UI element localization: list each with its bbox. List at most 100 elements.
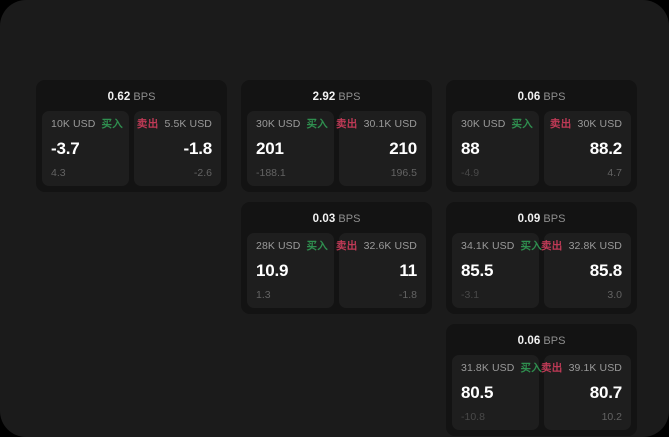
ask-delta-value: 3.0: [607, 288, 622, 301]
bid-size-label: 30K USD: [256, 118, 301, 130]
quote-pane-header: 34.1K USD 买入: [461, 240, 542, 252]
spread-card-grid: 0.62 BPS 10K USD 买入 -3.7 4.3 5.5K USD 卖出 -1.8 -2.…: [36, 80, 637, 436]
bid-size-label: 30K USD: [461, 118, 506, 130]
ask-size-label: 30K USD: [577, 118, 622, 130]
ask-quote-pane[interactable]: 32.8K USD 卖出 85.8 3.0: [541, 233, 631, 308]
spread-card[interactable]: 0.62 BPS 10K USD 买入 -3.7 4.3 5.5K USD 卖出 -1.8 -2.…: [36, 80, 227, 192]
ask-quote-pane[interactable]: 30.1K USD 卖出 210 196.5: [336, 111, 426, 186]
bid-delta-value: -4.9: [461, 166, 480, 179]
bid-delta-value: 1.3: [256, 288, 271, 301]
buy-side-label: 买入: [306, 118, 329, 130]
spread-card-body: 10K USD 买入 -3.7 4.3 5.5K USD 卖出 -1.8 -2.6: [42, 111, 221, 186]
quote-pane-header: 5.5K USD 卖出: [137, 118, 212, 130]
bid-size-label: 34.1K USD: [461, 240, 515, 252]
bps-unit-label: BPS: [543, 213, 566, 225]
bps-unit-label: BPS: [338, 91, 361, 103]
bid-quote-pane[interactable]: 30K USD 买入 88 -4.9: [452, 111, 539, 186]
spread-card[interactable]: 2.92 BPS 30K USD 买入 201 -188.1 30.1K USD 卖出 210 1…: [241, 80, 432, 192]
bid-size-label: 31.8K USD: [461, 362, 515, 374]
sell-side-label: 卖出: [335, 240, 358, 252]
ask-price-value: 11: [399, 260, 417, 280]
bid-price-value: 201: [256, 138, 284, 158]
spread-card[interactable]: 0.06 BPS 31.8K USD 买入 80.5 -10.8 39.1K USD 卖出 80…: [446, 324, 637, 436]
bid-price-value: 10.9: [256, 260, 289, 280]
quote-pane-header: 39.1K USD 卖出: [541, 362, 622, 374]
ask-quote-pane[interactable]: 5.5K USD 卖出 -1.8 -2.6: [134, 111, 221, 186]
ask-quote-pane[interactable]: 30K USD 卖出 88.2 4.7: [544, 111, 631, 186]
grid-column: 2.92 BPS 30K USD 买入 201 -188.1 30.1K USD 卖出 210 1…: [241, 80, 432, 314]
ask-delta-value: 4.7: [607, 166, 622, 179]
buy-side-label: 买入: [306, 240, 329, 252]
bps-value: 0.03: [312, 213, 336, 225]
bps-value: 0.62: [107, 91, 131, 103]
ask-size-label: 5.5K USD: [164, 118, 212, 130]
ask-size-label: 32.8K USD: [568, 240, 622, 252]
spread-header: 0.06 BPS: [452, 87, 631, 111]
bid-quote-pane[interactable]: 10K USD 买入 -3.7 4.3: [42, 111, 129, 186]
bid-delta-value: -10.8: [461, 410, 485, 423]
ask-price-value: 210: [389, 138, 417, 158]
bid-quote-pane[interactable]: 30K USD 买入 201 -188.1: [247, 111, 334, 186]
buy-side-label: 买入: [520, 240, 543, 252]
spread-card-body: 30K USD 买入 88 -4.9 30K USD 卖出 88.2 4.7: [452, 111, 631, 186]
spread-card[interactable]: 0.03 BPS 28K USD 买入 10.9 1.3 32.6K USD 卖出 11 -1.8: [241, 202, 432, 314]
spread-card-body: 28K USD 买入 10.9 1.3 32.6K USD 卖出 11 -1.8: [247, 233, 426, 308]
ask-delta-value: -1.8: [398, 288, 417, 301]
quote-pane-header: 32.8K USD 卖出: [541, 240, 622, 252]
ask-price-value: 88.2: [589, 138, 622, 158]
bid-delta-value: 4.3: [51, 166, 66, 179]
bps-unit-label: BPS: [338, 213, 361, 225]
buy-side-label: 买入: [101, 118, 124, 130]
bid-delta-value: -3.1: [461, 288, 480, 301]
bid-quote-pane[interactable]: 28K USD 买入 10.9 1.3: [247, 233, 334, 308]
bid-quote-pane[interactable]: 34.1K USD 买入 85.5 -3.1: [452, 233, 542, 308]
bps-unit-label: BPS: [133, 91, 156, 103]
ask-size-label: 30.1K USD: [363, 118, 417, 130]
buy-side-label: 买入: [511, 118, 534, 130]
spread-header: 0.62 BPS: [42, 87, 221, 111]
sell-side-label: 卖出: [549, 118, 572, 130]
ask-size-label: 39.1K USD: [568, 362, 622, 374]
ask-delta-value: 196.5: [390, 166, 417, 179]
spread-header: 0.06 BPS: [452, 331, 631, 355]
grid-column: 0.06 BPS 30K USD 买入 88 -4.9 30K USD 卖出 88.2 4.7 0.…: [446, 80, 637, 436]
ask-quote-pane[interactable]: 39.1K USD 卖出 80.7 10.2: [541, 355, 631, 430]
quote-pane-header: 31.8K USD 买入: [461, 362, 542, 374]
ask-quote-pane[interactable]: 32.6K USD 卖出 11 -1.8: [336, 233, 426, 308]
spread-header: 2.92 BPS: [247, 87, 426, 111]
quote-pane-header: 30.1K USD 卖出: [336, 118, 417, 130]
bps-unit-label: BPS: [543, 335, 566, 347]
bid-price-value: 80.5: [461, 382, 494, 402]
ask-delta-value: -2.6: [193, 166, 212, 179]
spread-header: 0.09 BPS: [452, 209, 631, 233]
quote-pane-header: 30K USD 买入: [461, 118, 534, 130]
bid-delta-value: -188.1: [256, 166, 286, 179]
ask-price-value: 80.7: [589, 382, 622, 402]
spread-card-body: 34.1K USD 买入 85.5 -3.1 32.8K USD 卖出 85.8 3.0: [452, 233, 631, 308]
bps-value: 0.09: [517, 213, 541, 225]
quote-pane-header: 10K USD 买入: [51, 118, 124, 130]
spread-card[interactable]: 0.09 BPS 34.1K USD 买入 85.5 -3.1 32.8K USD 卖出 85.…: [446, 202, 637, 314]
bid-quote-pane[interactable]: 31.8K USD 买入 80.5 -10.8: [452, 355, 542, 430]
buy-side-label: 买入: [520, 362, 543, 374]
quote-pane-header: 32.6K USD 卖出: [336, 240, 417, 252]
quote-pane-header: 30K USD 卖出: [549, 118, 622, 130]
sell-side-label: 卖出: [136, 118, 159, 130]
spread-header: 0.03 BPS: [247, 209, 426, 233]
ask-price-value: -1.8: [183, 138, 213, 158]
bps-value: 2.92: [312, 91, 336, 103]
bid-price-value: 88: [461, 138, 480, 158]
ask-size-label: 32.6K USD: [363, 240, 417, 252]
bid-price-value: 85.5: [461, 260, 494, 280]
ask-delta-value: 10.2: [601, 410, 622, 423]
ask-price-value: 85.8: [589, 260, 622, 280]
quote-pane-header: 28K USD 买入: [256, 240, 329, 252]
quote-pane-header: 30K USD 买入: [256, 118, 329, 130]
sell-side-label: 卖出: [540, 240, 563, 252]
spread-card-body: 31.8K USD 买入 80.5 -10.8 39.1K USD 卖出 80.7 10.2: [452, 355, 631, 430]
bps-unit-label: BPS: [543, 91, 566, 103]
bid-price-value: -3.7: [51, 138, 80, 158]
spread-card[interactable]: 0.06 BPS 30K USD 买入 88 -4.9 30K USD 卖出 88.2 4.7: [446, 80, 637, 192]
grid-column: 0.62 BPS 10K USD 买入 -3.7 4.3 5.5K USD 卖出 -1.8 -2.…: [36, 80, 227, 192]
